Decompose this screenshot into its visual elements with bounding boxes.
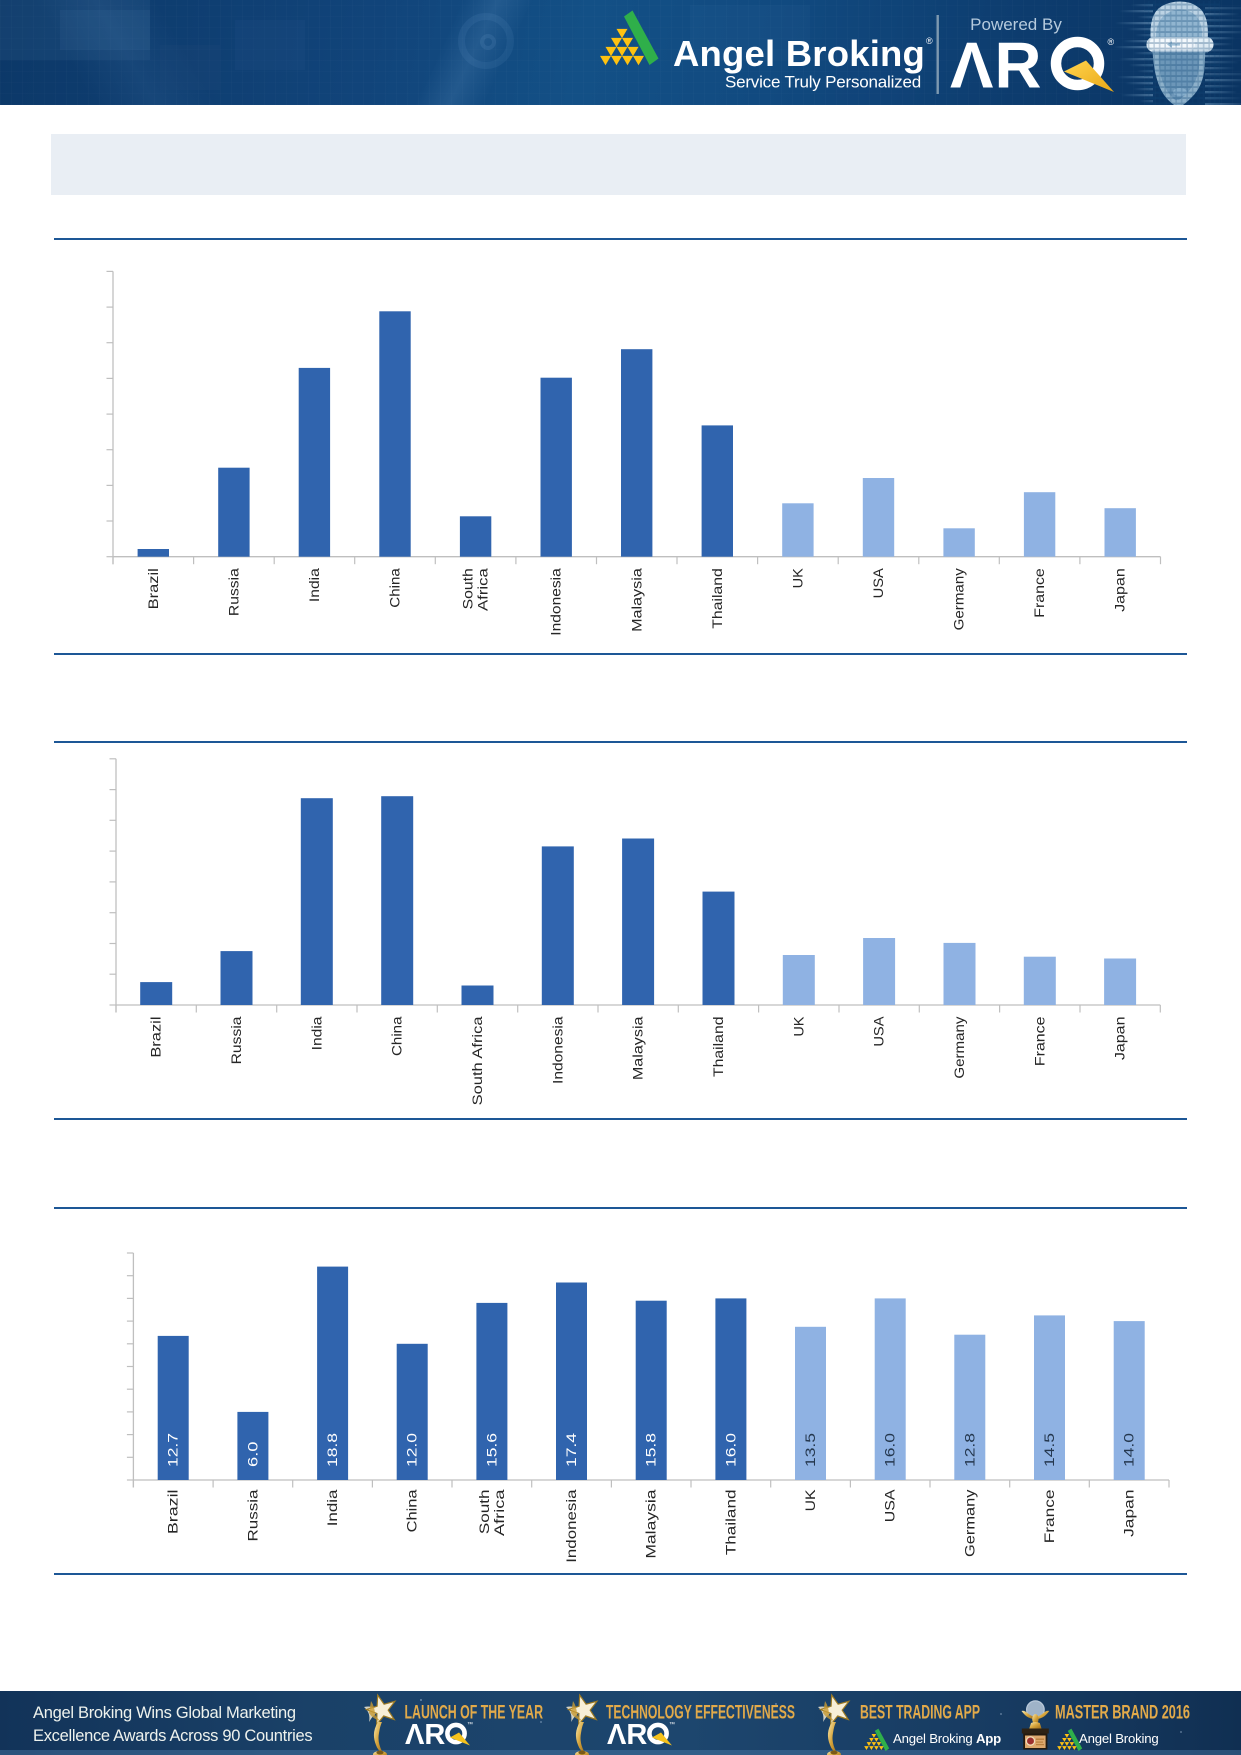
svg-text:Indonesia: Indonesia xyxy=(564,1489,579,1563)
svg-text:14.5: 14.5 xyxy=(1042,1433,1057,1467)
svg-text:14.0: 14.0 xyxy=(1122,1433,1137,1467)
svg-text:®: ® xyxy=(1108,37,1115,47)
svg-text:™: ™ xyxy=(669,1721,675,1728)
svg-text:Malaysia: Malaysia xyxy=(631,1016,646,1080)
svg-text:Service Truly Personalized: Service Truly Personalized xyxy=(725,73,921,92)
svg-text:Africa: Africa xyxy=(492,1489,507,1536)
svg-text:Russia: Russia xyxy=(245,1489,260,1542)
svg-text:TECHNOLOGY EFFECTIVENESS: TECHNOLOGY EFFECTIVENESS xyxy=(606,1702,795,1724)
svg-text:UK: UK xyxy=(791,1017,806,1037)
svg-text:Thailand: Thailand xyxy=(723,1490,738,1556)
svg-text:India: India xyxy=(309,1016,324,1050)
svg-text:™: ™ xyxy=(467,1721,473,1728)
svg-text:®: ® xyxy=(926,36,933,46)
svg-text:Malaysia: Malaysia xyxy=(644,1489,659,1559)
svg-text:Russia: Russia xyxy=(229,1016,244,1064)
svg-text:India: India xyxy=(307,568,322,602)
svg-text:South Africa: South Africa xyxy=(470,1016,485,1105)
svg-text:12.8: 12.8 xyxy=(962,1433,977,1467)
svg-text:China: China xyxy=(405,1489,420,1532)
svg-text:LAUNCH OF THE YEAR: LAUNCH OF THE YEAR xyxy=(405,1702,544,1724)
svg-text:UK: UK xyxy=(803,1490,818,1512)
svg-text:16.0: 16.0 xyxy=(883,1433,898,1467)
svg-text:India: India xyxy=(325,1489,340,1526)
svg-text:USA: USA xyxy=(871,568,886,598)
svg-text:Powered By: Powered By xyxy=(970,15,1062,34)
svg-text:China: China xyxy=(388,568,403,608)
svg-text:USA: USA xyxy=(872,1017,887,1047)
svg-text:Germany: Germany xyxy=(962,1489,977,1557)
svg-text:Angel Broking App: Angel Broking App xyxy=(893,1731,1001,1746)
svg-text:UK: UK xyxy=(790,568,805,588)
svg-text:Japan: Japan xyxy=(1122,1490,1137,1537)
svg-text:Angel Broking: Angel Broking xyxy=(1079,1731,1159,1746)
svg-text:BEST TRADING APP: BEST TRADING APP xyxy=(860,1702,980,1724)
svg-text:Russia: Russia xyxy=(226,568,241,616)
svg-text:Angel Broking: Angel Broking xyxy=(673,33,925,74)
svg-text:15.8: 15.8 xyxy=(644,1433,659,1467)
svg-text:12.0: 12.0 xyxy=(405,1433,420,1467)
svg-text:South: South xyxy=(477,1490,492,1535)
svg-text:13.5: 13.5 xyxy=(803,1433,818,1467)
svg-text:Germany: Germany xyxy=(952,1016,967,1078)
svg-text:China: China xyxy=(390,1016,405,1056)
svg-text:Thailand: Thailand xyxy=(710,568,725,629)
svg-text:18.8: 18.8 xyxy=(325,1433,340,1467)
svg-text:ΛR: ΛR xyxy=(950,29,1043,102)
svg-text:Brazil: Brazil xyxy=(149,1017,164,1058)
svg-text:16.0: 16.0 xyxy=(723,1433,738,1467)
svg-text:France: France xyxy=(1032,1017,1047,1067)
svg-text:17.4: 17.4 xyxy=(564,1432,579,1467)
svg-text:Brazil: Brazil xyxy=(146,568,161,609)
svg-text:Thailand: Thailand xyxy=(711,1017,726,1078)
svg-text:Africa: Africa xyxy=(476,568,491,611)
svg-text:Indonesia: Indonesia xyxy=(550,1016,565,1084)
svg-text:USA: USA xyxy=(883,1490,898,1523)
svg-text:France: France xyxy=(1032,568,1047,618)
svg-text:Japan: Japan xyxy=(1113,1017,1128,1061)
svg-text:Brazil: Brazil xyxy=(166,1490,181,1535)
svg-text:Japan: Japan xyxy=(1113,568,1128,612)
svg-text:6.0: 6.0 xyxy=(245,1442,260,1468)
svg-text:France: France xyxy=(1042,1490,1057,1544)
svg-text:12.7: 12.7 xyxy=(166,1433,181,1467)
svg-text:Indonesia: Indonesia xyxy=(549,568,564,636)
svg-text:ΛR: ΛR xyxy=(405,1719,445,1751)
svg-text:MASTER BRAND 2016: MASTER BRAND 2016 xyxy=(1055,1702,1190,1724)
svg-text:Malaysia: Malaysia xyxy=(629,568,644,632)
svg-text:South: South xyxy=(461,568,476,609)
svg-text:ΛR: ΛR xyxy=(607,1719,647,1751)
svg-text:Germany: Germany xyxy=(952,568,967,630)
svg-text:15.6: 15.6 xyxy=(484,1433,499,1467)
